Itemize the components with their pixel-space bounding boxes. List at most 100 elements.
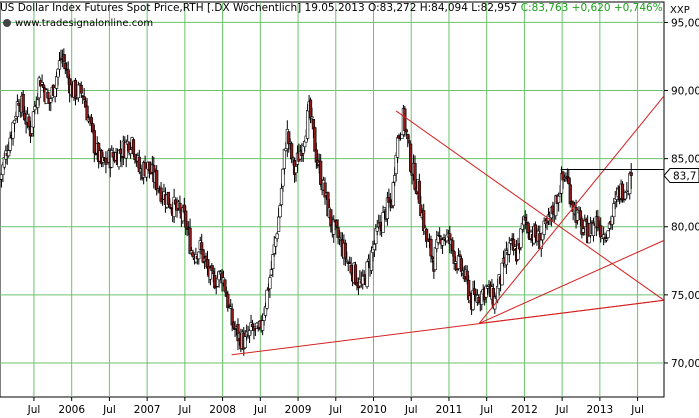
x-tick-label: 2013 [586, 404, 613, 416]
candle-body [21, 94, 25, 113]
x-tick-label: Jul [479, 404, 493, 416]
candle-body [7, 150, 11, 157]
candle-body [369, 250, 374, 271]
candle-body [54, 76, 59, 89]
candle-body [604, 238, 609, 241]
watermark: www.tradesignalonline.com [3, 18, 153, 29]
candle-body [31, 111, 35, 128]
candle-body [232, 322, 236, 329]
candle-body [456, 255, 461, 269]
candle-body [393, 175, 397, 183]
candle-body [226, 293, 230, 309]
trendline [395, 110, 665, 301]
candle-body [200, 242, 204, 250]
candle-body [406, 133, 410, 140]
candle-body [349, 264, 353, 274]
candle-body [30, 126, 34, 134]
candle-body [620, 183, 625, 201]
candle-body [144, 167, 149, 178]
candle-body [345, 259, 349, 262]
candle-body [458, 254, 462, 257]
candle-body [348, 261, 352, 264]
trendline [478, 239, 665, 324]
x-tick-label: Jul [555, 404, 569, 416]
y-tick-label: 95,00 [671, 17, 699, 29]
candle-body [628, 173, 632, 195]
candle-body [562, 177, 567, 179]
candle-body [557, 195, 561, 203]
ohlc-text: O:83,272 H:84,094 L:82,957 [368, 2, 518, 14]
candle-body [124, 142, 128, 159]
y-tick-label: 70,00 [671, 358, 699, 370]
candle-body [223, 279, 227, 292]
x-tick-label: Jul [328, 404, 342, 416]
candle-body [131, 139, 136, 155]
candle-body [15, 101, 20, 117]
candle-body [118, 149, 123, 154]
y-tick-label: 80,00 [671, 222, 699, 234]
candle-body [197, 251, 201, 260]
candle-body [271, 254, 275, 270]
candle-body [629, 172, 633, 176]
candle-body [243, 336, 247, 349]
candle-body [519, 228, 523, 248]
x-tick-label: 2008 [209, 404, 236, 416]
candle-body [306, 110, 310, 139]
x-tick-label: 2006 [58, 404, 85, 416]
candle-body [73, 79, 78, 99]
candle-body [36, 99, 40, 108]
candle-body [417, 180, 421, 204]
candle-body [288, 141, 292, 144]
candle-body [578, 210, 583, 220]
candle-body [40, 82, 44, 85]
candle-body [159, 187, 163, 202]
candle-body [155, 170, 159, 191]
x-tick-label: 2011 [436, 404, 463, 416]
candle-body [442, 237, 446, 240]
candle-body [603, 236, 607, 239]
globe-icon [3, 19, 11, 27]
candle-body [275, 233, 279, 239]
candle-body [128, 149, 133, 154]
candle-body [335, 220, 339, 227]
candle-body [433, 247, 437, 271]
candle-body [404, 129, 408, 133]
candle-body [567, 177, 571, 185]
candle-body [188, 227, 192, 254]
x-tick-label: Jul [178, 404, 192, 416]
candle-body [395, 137, 400, 158]
candle-body [558, 193, 562, 197]
candle-body [581, 228, 585, 233]
candle-body [56, 68, 60, 78]
candle-body [53, 87, 57, 97]
candle-body [336, 227, 340, 238]
candle-body [413, 163, 417, 190]
candle-body [459, 258, 464, 272]
trendline [479, 299, 665, 324]
candle-body [279, 188, 284, 205]
y-tick-label: 75,00 [671, 290, 699, 302]
candle-body [504, 250, 509, 266]
candle-body [261, 320, 265, 331]
candle-body [507, 242, 511, 255]
x-tick-label: Jul [27, 404, 41, 416]
candle-body [12, 119, 17, 124]
candle-body [63, 63, 67, 70]
candle-body [500, 262, 504, 286]
candle-body [319, 160, 323, 185]
candle-body [554, 195, 558, 217]
candle-body [156, 188, 160, 191]
candle-body [278, 205, 282, 218]
candle-body [277, 216, 281, 232]
candle-body [587, 236, 591, 244]
candle-body [430, 256, 435, 259]
candle-body [82, 96, 86, 100]
candle-body [274, 237, 278, 247]
candle-body [323, 182, 327, 198]
plot-area [0, 1, 665, 398]
candle-body [610, 215, 614, 225]
candle-body [191, 251, 195, 257]
candle-body [210, 265, 214, 271]
candle-body [337, 237, 342, 240]
